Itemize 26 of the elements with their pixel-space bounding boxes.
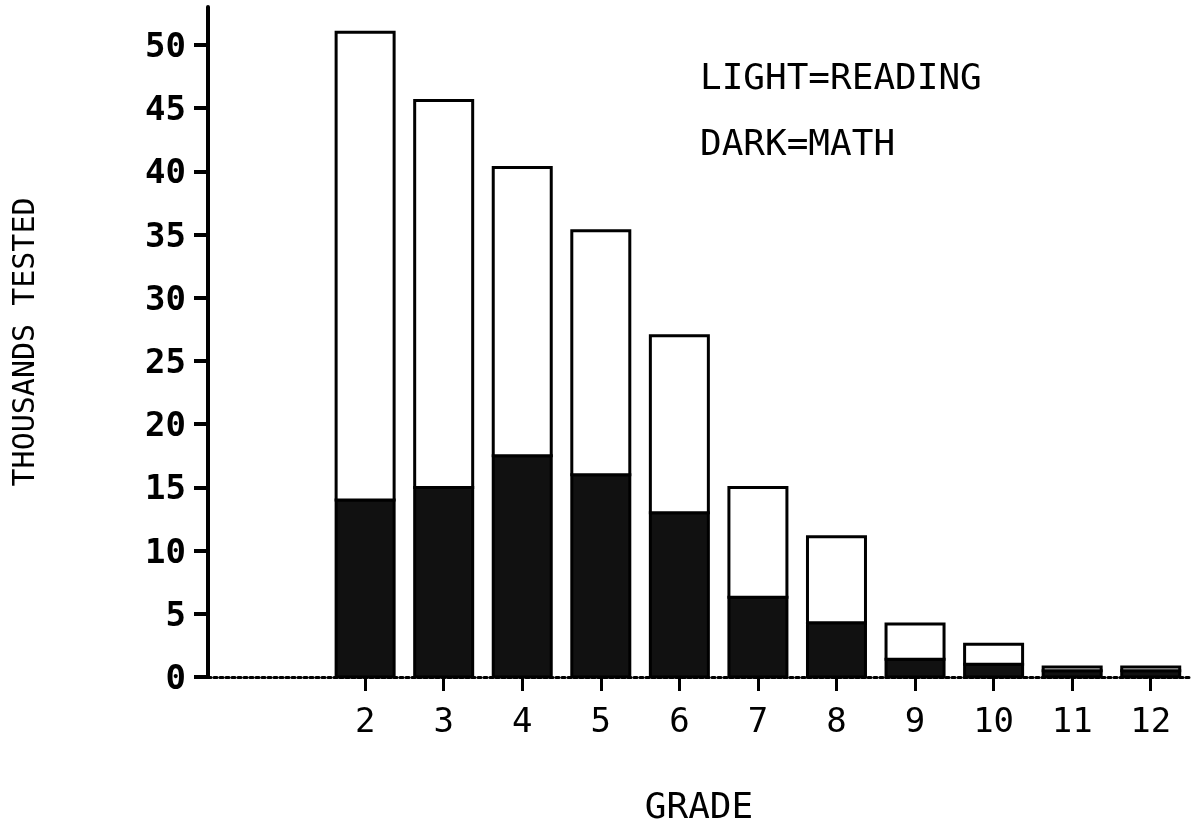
x-tick-label: 10	[973, 700, 1015, 740]
y-tick-label: 50	[145, 24, 186, 65]
y-tick-label: 25	[145, 340, 186, 381]
x-tick-label: 5	[590, 700, 612, 740]
annotation: DARK=MATH	[700, 121, 896, 163]
x-tick-label: 12	[1130, 700, 1172, 740]
y-tick-label: 0	[165, 657, 186, 697]
x-tick-label: 11	[1051, 700, 1093, 740]
y-tick-label: 20	[145, 404, 186, 445]
x-tick-label: 8	[826, 700, 847, 740]
x-tick-label: 2	[354, 700, 376, 740]
x-tick-label: 4	[512, 700, 533, 740]
x-tick-label: 9	[904, 700, 926, 740]
x-tick-label: 3	[433, 700, 454, 740]
annotation: LIGHT=READING	[700, 55, 982, 97]
x-tick-label: 6	[669, 700, 690, 740]
y-tick-label: 45	[145, 88, 186, 129]
y-axis-title: THOUSANDS TESTED	[5, 197, 41, 487]
y-tick-label: 5	[165, 593, 186, 634]
y-tick-label: 30	[145, 277, 186, 318]
y-tick-label: 10	[145, 530, 186, 571]
x-tick-label: 7	[747, 700, 769, 740]
y-tick-label: 40	[145, 151, 186, 192]
y-tick-label: 35	[145, 214, 186, 255]
y-tick-label: 15	[145, 467, 186, 508]
x-axis-title: GRADE	[644, 784, 754, 826]
